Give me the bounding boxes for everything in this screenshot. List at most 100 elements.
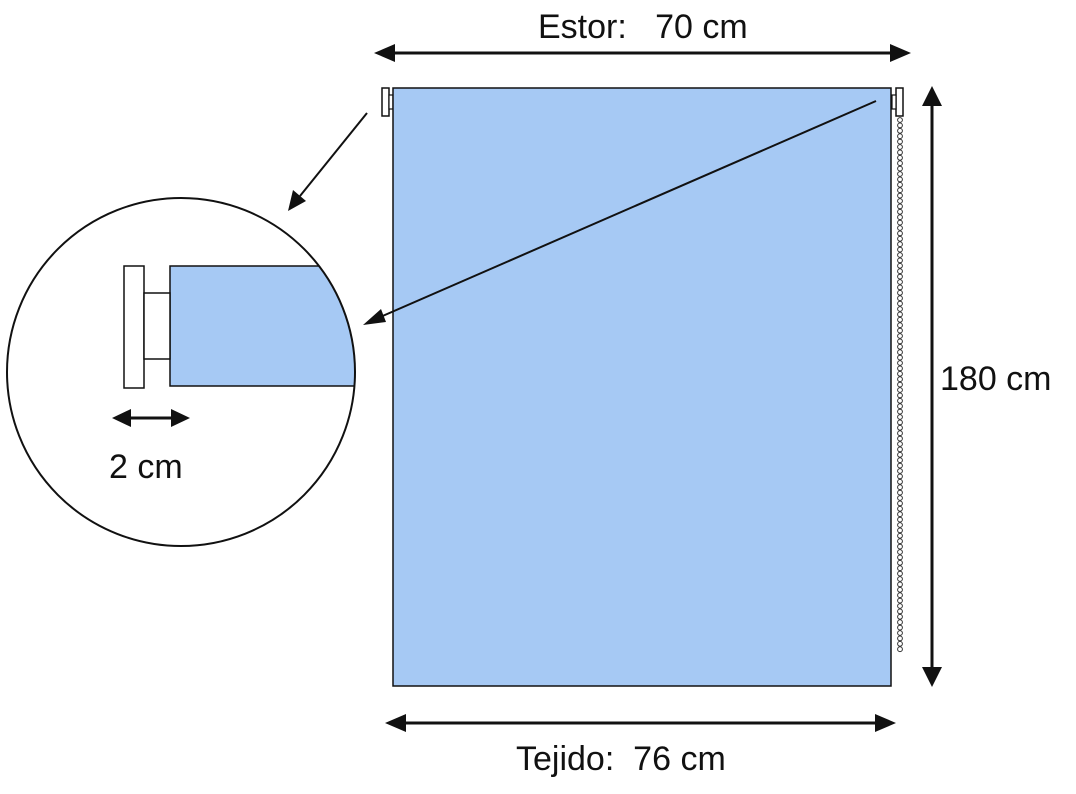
chain-bead [897, 538, 903, 545]
chain-bead [897, 586, 903, 593]
chain-bead [897, 144, 903, 150]
chain-bead [897, 451, 903, 458]
chain-bead [897, 597, 903, 604]
chain-bead [897, 181, 903, 188]
chain-bead [897, 365, 903, 372]
chain-bead [897, 122, 903, 129]
chain-bead [897, 532, 903, 539]
chain-bead [897, 516, 903, 523]
chain-bead [897, 387, 903, 393]
chain-bead [897, 154, 903, 161]
chain-bead [897, 273, 903, 280]
chain-bead [897, 246, 903, 253]
chain-bead [897, 338, 903, 345]
chain-bead [897, 613, 903, 620]
chain-bead [897, 133, 903, 140]
fabric-width-arrow [385, 714, 896, 732]
chain-bead [897, 192, 903, 199]
chain-bead [897, 500, 903, 507]
chain-bead [897, 225, 903, 231]
chain-bead [897, 414, 903, 420]
chain-bead [897, 343, 903, 350]
detail-fabric [169, 265, 355, 387]
chain-bead [897, 268, 903, 275]
bracket-offset-arrow [112, 409, 190, 427]
chain-bead [897, 214, 903, 221]
chain-bead [897, 117, 903, 123]
height-arrow [922, 86, 942, 687]
left-bracket [381, 87, 394, 117]
bracket-offset-label: 2 cm [109, 448, 183, 486]
chain-bead [897, 640, 903, 647]
chain-bead [897, 376, 903, 383]
chain-bead [897, 403, 903, 410]
chain-bead [897, 424, 903, 431]
chain-bead [897, 360, 903, 366]
chain-bead [897, 408, 903, 415]
chain-bead [897, 419, 903, 426]
pull-chain [897, 117, 903, 653]
chain-bead [897, 630, 903, 636]
chain-bead [897, 262, 903, 269]
chain-bead [897, 349, 903, 356]
chain-bead [897, 176, 903, 183]
chain-bead [897, 549, 903, 555]
chain-bead [897, 219, 903, 226]
chain-bead [897, 187, 903, 194]
chain-bead [897, 565, 903, 572]
chain-bead [897, 457, 903, 464]
chain-bead [897, 289, 903, 296]
chain-bead [897, 559, 903, 566]
chain-bead [897, 522, 903, 528]
chain-bead [897, 392, 903, 399]
chain-bead [897, 138, 903, 145]
chain-bead [897, 235, 903, 242]
chain-bead [897, 430, 903, 437]
chain-bead [897, 478, 903, 485]
chain-bead [897, 295, 903, 302]
chain-bead [897, 322, 903, 329]
chain-bead [897, 354, 903, 361]
chain-bead [897, 441, 903, 447]
chain-bead [897, 570, 903, 577]
chain-bead [897, 230, 903, 237]
chain-bead [897, 127, 903, 134]
chain-bead [897, 592, 903, 599]
fabric-width-label: Tejido: 76 cm [516, 740, 726, 778]
chain-bead [897, 495, 903, 501]
chain-bead [897, 624, 903, 631]
chain-bead [897, 279, 903, 285]
chain-bead [897, 333, 903, 339]
chain-bead [897, 311, 903, 318]
chain-bead [897, 300, 903, 307]
chain-bead [897, 435, 903, 442]
chain-bead [897, 554, 903, 561]
estor-width-label: Estor: 70 cm [538, 8, 748, 46]
chain-bead [897, 473, 903, 480]
chain-bead [897, 603, 903, 609]
fabric-panel [392, 87, 892, 687]
chain-bead [897, 316, 903, 323]
chain-bead [897, 484, 903, 491]
chain-bead [897, 608, 903, 615]
chain-bead [897, 527, 903, 534]
chain-bead [897, 149, 903, 156]
chain-bead [897, 198, 903, 204]
chain-bead [897, 576, 903, 582]
chain-bead [897, 505, 903, 512]
chain-bead [897, 619, 903, 626]
detail-pointer-arrow [288, 112, 368, 211]
chain-bead [897, 208, 903, 215]
chain-bead [897, 252, 903, 258]
chain-bead [897, 171, 903, 177]
right-bracket [891, 87, 904, 117]
chain-bead [897, 165, 903, 172]
chain-bead [897, 446, 903, 453]
height-label: 180 cm [940, 360, 1052, 398]
estor-width-arrow [374, 44, 911, 62]
chain-bead [897, 635, 903, 642]
chain-bead [897, 543, 903, 550]
chain-bead [897, 203, 903, 210]
chain-bead [897, 468, 903, 474]
